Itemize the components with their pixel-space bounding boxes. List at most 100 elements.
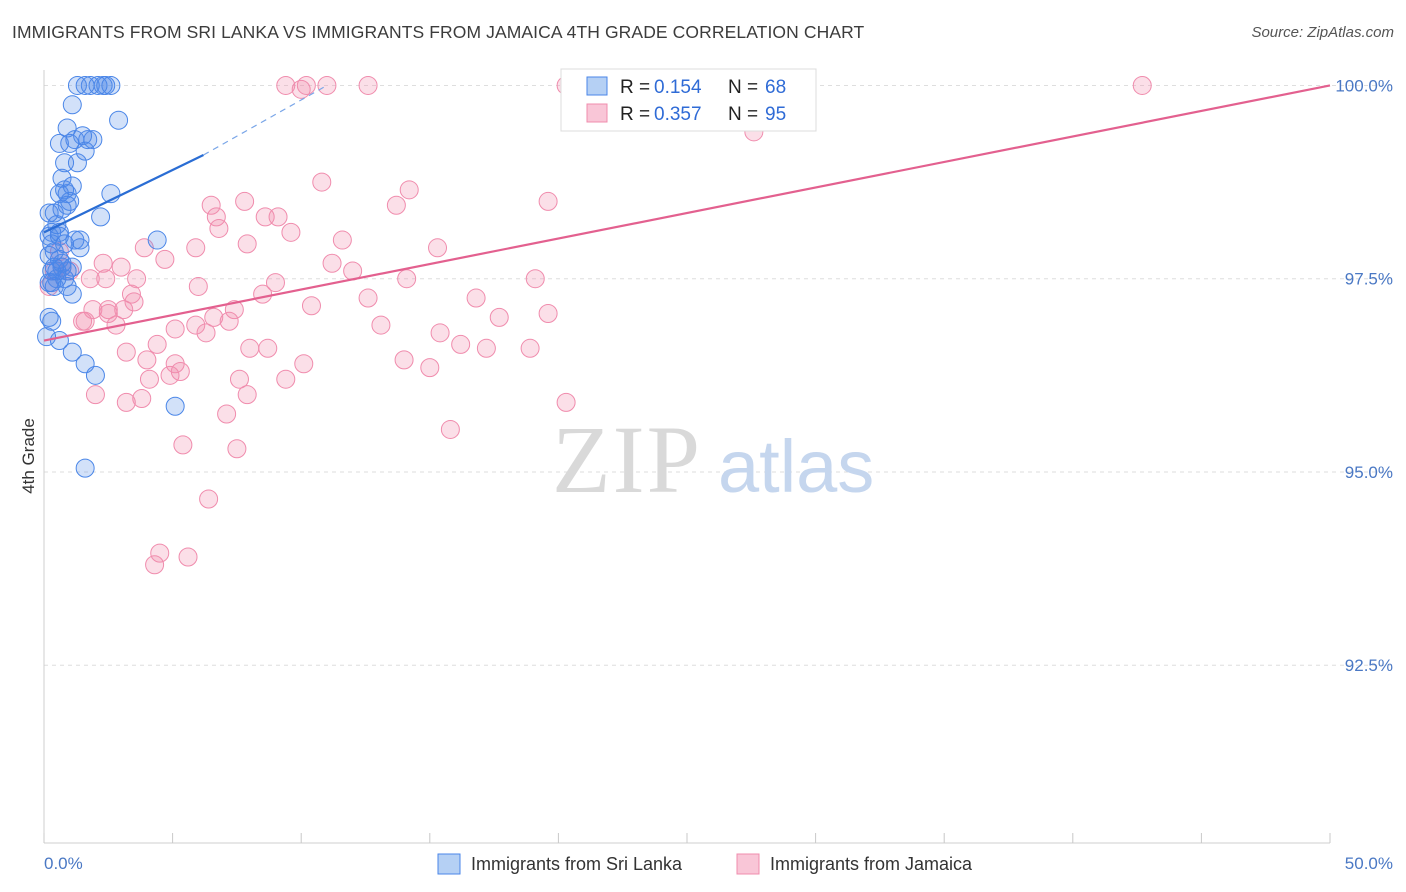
jamaica-point	[139, 369, 159, 389]
jamaica-point	[217, 404, 237, 424]
sri-lanka-point	[44, 203, 64, 223]
jamaica-point	[93, 253, 113, 273]
jamaica-point	[276, 75, 296, 95]
y-tick-label: 95.0%	[1345, 463, 1393, 482]
jamaica-point	[420, 358, 440, 378]
sri-lanka-point	[165, 396, 185, 416]
jamaica-point	[147, 334, 167, 354]
jamaica-point	[265, 273, 285, 293]
y-tick-label: 100.0%	[1335, 76, 1393, 95]
sri-lanka-point	[37, 327, 57, 347]
jamaica-point	[173, 435, 193, 455]
watermark-zip: ZIP	[552, 406, 702, 513]
sri-lanka-point	[93, 75, 113, 95]
jamaica-point	[358, 75, 378, 95]
jamaica-point	[170, 361, 190, 381]
legend-swatch-sri-lanka	[437, 853, 461, 875]
jamaica-point	[145, 555, 165, 575]
jamaica-point	[224, 300, 244, 320]
jamaica-point	[386, 195, 406, 215]
jamaica-point	[440, 419, 460, 439]
legend-r-label-2: R =	[620, 104, 650, 125]
sri-lanka-point	[70, 238, 90, 258]
legend-label-sri-lanka: Immigrants from Sri Lanka	[471, 854, 683, 874]
jamaica-point	[235, 191, 255, 211]
legend-n-label-2: N =	[728, 104, 758, 125]
legend-r-label-1: R =	[620, 77, 650, 98]
sri-lanka-point	[62, 342, 82, 362]
sri-lanka-point	[62, 95, 82, 115]
jamaica-point	[178, 547, 198, 567]
trend-lines	[43, 84, 1331, 342]
y-tick-label: 92.5%	[1345, 656, 1393, 675]
jamaica-point	[188, 276, 208, 296]
sri-lanka-point	[147, 230, 167, 250]
sri-lanka-point	[55, 153, 75, 173]
y-tick-label: 97.5%	[1345, 270, 1393, 289]
jamaica-point	[155, 249, 175, 269]
legend-n-value-2: 95	[765, 104, 786, 125]
series-legend: Immigrants from Sri Lanka Immigrants fro…	[437, 853, 973, 875]
jamaica-point	[209, 218, 229, 238]
x-ticks	[43, 833, 1331, 843]
sri-lanka-point	[49, 133, 69, 153]
jamaica-point	[301, 296, 321, 316]
jamaica-point	[124, 292, 144, 312]
jamaica-point	[358, 288, 378, 308]
sri-lanka-point	[52, 253, 72, 273]
jamaica-point	[538, 303, 558, 323]
sri-lanka-point	[83, 130, 103, 150]
jamaica-point	[317, 75, 337, 95]
legend-n-label-1: N =	[728, 77, 758, 98]
jamaica-point	[116, 342, 136, 362]
sri-lanka-point	[57, 118, 77, 138]
legend-swatch-jamaica	[736, 853, 760, 875]
jamaica-point	[1132, 75, 1152, 95]
sri-lanka-point	[55, 269, 75, 289]
sri-lanka-point	[57, 184, 77, 204]
stats-legend: R = 0.154 N = 68 R = 0.357 N = 95	[560, 68, 817, 132]
jamaica-point	[114, 300, 134, 320]
jamaica-point	[111, 257, 131, 277]
jamaica-point	[132, 389, 152, 409]
sri-lanka-trend-extension	[203, 84, 328, 156]
jamaica-point	[85, 385, 105, 405]
jamaica-point	[371, 315, 391, 335]
jamaica-point	[296, 75, 316, 95]
sri-lanka-point	[49, 184, 69, 204]
sri-lanka-point	[42, 311, 62, 331]
jamaica-point	[253, 284, 273, 304]
jamaica-point	[227, 439, 247, 459]
jamaica-point	[127, 269, 147, 289]
jamaica-point	[229, 369, 249, 389]
jamaica-point	[237, 385, 257, 405]
jamaica-trend-line	[43, 84, 1331, 342]
sri-lanka-point	[91, 207, 111, 227]
jamaica-point	[294, 354, 314, 374]
jamaica-point	[525, 269, 545, 289]
jamaica-point	[186, 238, 206, 258]
sri-lanka-point	[101, 75, 121, 95]
jamaica-point	[121, 284, 141, 304]
x-tick-label-max: 50.0%	[1345, 854, 1393, 873]
jamaica-point	[80, 269, 100, 289]
jamaica-point	[538, 191, 558, 211]
jamaica-point	[476, 338, 496, 358]
jamaica-point	[199, 489, 219, 509]
jamaica-point	[520, 338, 540, 358]
jamaica-point	[399, 180, 419, 200]
jamaica-point	[165, 319, 185, 339]
sri-lanka-point	[75, 458, 95, 478]
sri-lanka-point	[70, 230, 90, 250]
sri-lanka-point	[42, 273, 62, 293]
jamaica-point	[160, 365, 180, 385]
source-label: Source: ZipAtlas.com	[1251, 24, 1394, 41]
watermark-atlas: atlas	[718, 425, 874, 508]
jamaica-point	[204, 307, 224, 327]
jamaica-point	[489, 307, 509, 327]
jamaica-point	[237, 234, 257, 254]
jamaica-point	[201, 195, 221, 215]
jamaica-point	[312, 172, 332, 192]
jamaica-point	[281, 222, 301, 242]
